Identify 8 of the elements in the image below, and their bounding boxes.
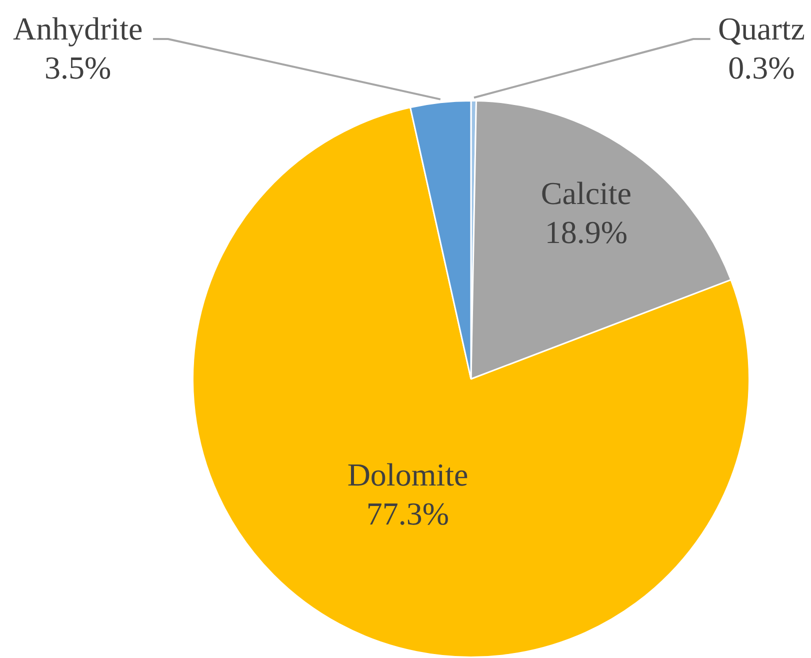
slice-label: Calcite	[540, 175, 632, 211]
data-label: 0.3%	[728, 50, 795, 86]
slice-label: Dolomite	[347, 456, 468, 493]
data-label: 3.5%	[44, 50, 112, 86]
data-label: 77.3%	[366, 496, 450, 532]
data-label: 18.9%	[544, 214, 628, 250]
slice-label: Quartz	[718, 10, 805, 47]
slice-label: Anhydrite	[13, 10, 143, 47]
